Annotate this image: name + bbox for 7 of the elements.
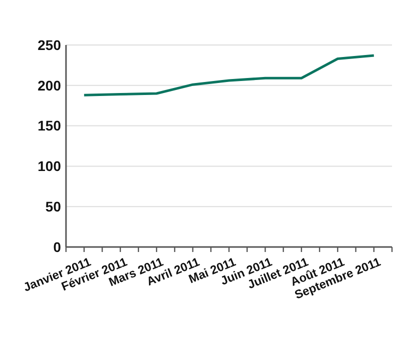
y-tick-label: 150 — [38, 118, 62, 134]
y-tick-label: 200 — [38, 77, 62, 94]
y-tick-label: 50 — [45, 198, 62, 214]
y-tick-label: 100 — [38, 158, 62, 174]
y-tick-label: 250 — [38, 36, 62, 53]
y-tick-label: 0 — [53, 238, 62, 255]
line-series — [82, 54, 376, 96]
